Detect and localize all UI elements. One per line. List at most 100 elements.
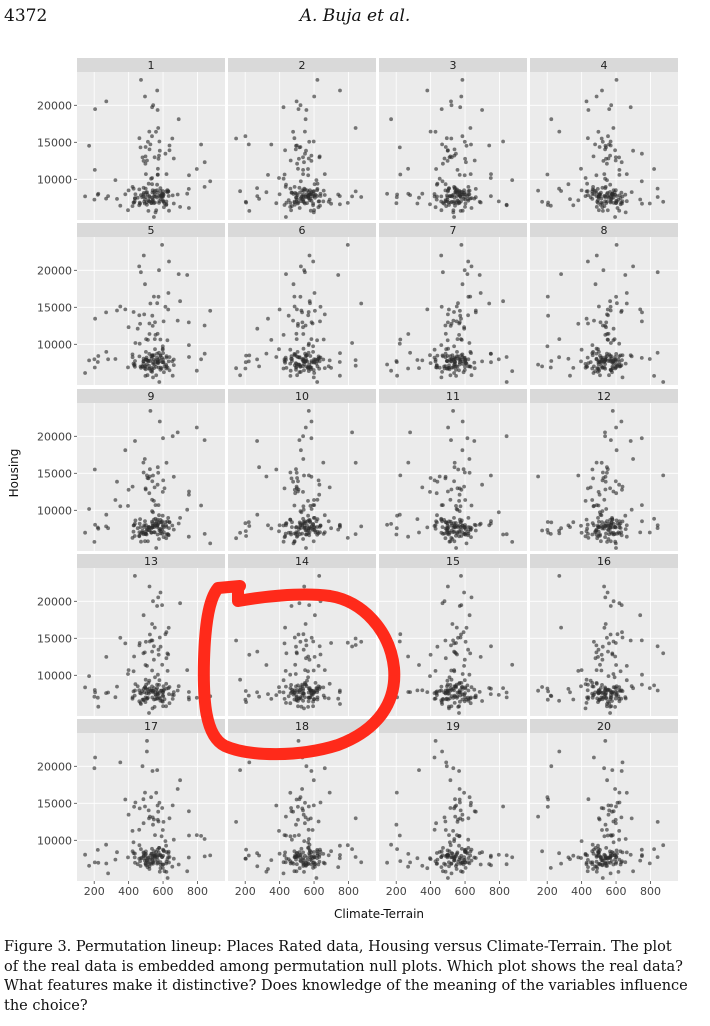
y-tick-label: 20000 <box>37 264 72 277</box>
data-point <box>143 539 147 544</box>
data-point <box>586 193 590 198</box>
data-point <box>579 839 584 843</box>
data-point <box>487 862 492 866</box>
data-point <box>600 88 604 93</box>
data-point <box>311 375 316 380</box>
data-point <box>281 678 286 683</box>
data-point <box>458 308 462 313</box>
data-point <box>161 704 166 709</box>
data-point <box>170 434 175 439</box>
data-point <box>303 622 308 626</box>
data-point <box>439 304 444 309</box>
data-point <box>472 360 477 365</box>
data-point <box>489 473 493 478</box>
data-point <box>307 473 311 478</box>
data-point <box>447 539 452 544</box>
data-point <box>600 876 605 880</box>
data-point <box>137 313 142 318</box>
data-point <box>157 678 162 683</box>
data-point <box>143 790 147 795</box>
data-point <box>159 834 164 839</box>
data-point <box>309 320 314 325</box>
data-point <box>156 652 161 657</box>
data-point <box>408 350 412 355</box>
data-point <box>243 856 248 861</box>
data-point <box>281 871 286 876</box>
data-point <box>286 313 291 318</box>
data-point <box>144 639 148 644</box>
data-point <box>460 78 465 82</box>
data-point <box>141 253 146 258</box>
data-point <box>150 846 154 851</box>
data-point <box>277 529 281 534</box>
data-point <box>133 851 137 856</box>
data-point <box>600 355 605 360</box>
data-point <box>597 368 601 373</box>
data-point <box>321 337 326 342</box>
data-point <box>160 828 165 832</box>
x-tick-label: 800 <box>640 885 661 898</box>
data-point <box>448 683 453 687</box>
data-point <box>277 176 281 180</box>
data-point <box>297 833 301 837</box>
data-point <box>303 528 308 533</box>
data-point <box>472 695 477 700</box>
data-point <box>131 840 136 845</box>
data-point <box>307 253 312 258</box>
figure-caption: Figure 3. Permutation lineup: Places Rat… <box>4 939 688 1014</box>
data-point <box>133 800 138 805</box>
data-point <box>359 639 364 644</box>
data-point <box>661 380 666 384</box>
data-point <box>599 460 604 465</box>
data-point <box>504 355 509 359</box>
data-point <box>165 190 170 195</box>
data-point <box>597 304 601 309</box>
data-point <box>441 697 445 701</box>
data-point <box>463 156 467 161</box>
data-point <box>154 546 159 550</box>
data-point <box>144 357 148 362</box>
data-point <box>462 173 467 178</box>
data-point <box>443 536 448 541</box>
data-point <box>155 817 160 822</box>
data-point <box>463 201 468 206</box>
data-point <box>137 354 142 359</box>
data-point <box>301 812 306 817</box>
data-point <box>133 341 138 345</box>
data-point <box>631 148 635 153</box>
data-point <box>300 188 305 193</box>
data-point <box>165 651 170 656</box>
data-point <box>439 194 444 199</box>
data-point <box>306 840 310 845</box>
data-point <box>607 352 612 357</box>
data-point <box>302 268 307 273</box>
panel-strip <box>379 554 527 568</box>
data-point <box>496 510 501 515</box>
data-point <box>583 499 588 503</box>
data-point <box>152 705 157 709</box>
data-point <box>584 677 589 682</box>
data-point <box>307 518 312 522</box>
panel-16: 16 <box>530 554 678 716</box>
data-point <box>269 338 274 342</box>
data-point <box>586 259 590 264</box>
data-point <box>132 534 137 538</box>
data-point <box>161 684 166 689</box>
data-point <box>326 696 331 701</box>
data-point <box>308 852 312 857</box>
data-point <box>586 536 591 540</box>
data-point <box>488 176 493 180</box>
data-point <box>579 166 583 171</box>
data-point <box>452 668 456 672</box>
data-point <box>451 409 455 413</box>
data-point <box>336 696 341 701</box>
panel-7: 7 <box>379 223 527 385</box>
panel-strip <box>77 719 225 733</box>
data-point <box>313 528 317 533</box>
data-point <box>243 529 248 533</box>
data-point <box>92 168 97 172</box>
data-point <box>619 533 624 538</box>
data-point <box>238 768 243 772</box>
